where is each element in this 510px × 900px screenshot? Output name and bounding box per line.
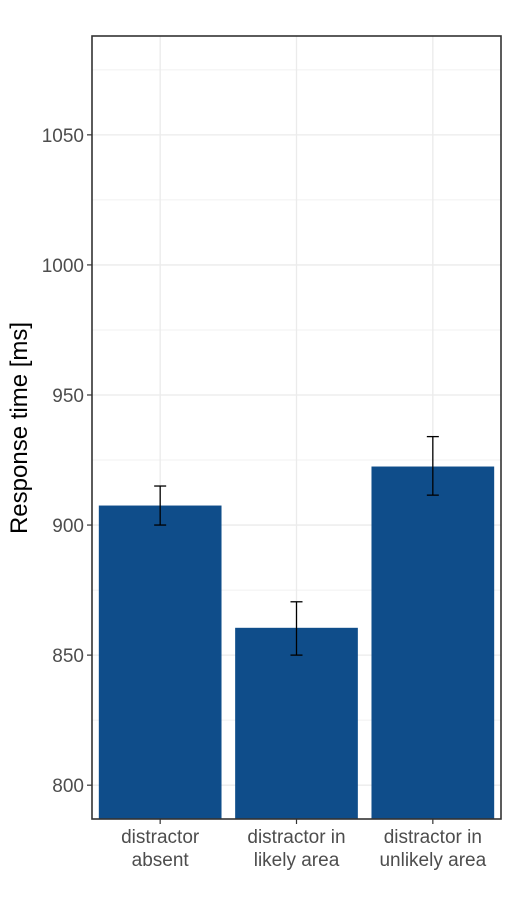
bars [98, 466, 495, 819]
x-tick-label: distractor in [384, 827, 482, 848]
y-tick-label: 900 [52, 516, 84, 537]
y-tick-label: 950 [52, 386, 84, 407]
x-tick-label: distractor in [247, 827, 345, 848]
y-tick-label: 1050 [42, 126, 84, 147]
bar [235, 627, 358, 819]
x-tick-label: absent [132, 850, 190, 871]
y-tick-label: 850 [52, 646, 84, 667]
x-tick-label: likely area [254, 850, 340, 871]
y-axis-title: Response time [ms] [6, 322, 33, 534]
y-axis: 800 850 900 950 1000 1050 [42, 126, 92, 797]
y-tick-label: 1000 [42, 256, 84, 277]
x-tick-label: distractor [121, 827, 200, 848]
bar [371, 466, 495, 819]
x-tick-label: unlikely area [379, 850, 486, 871]
bar [98, 505, 222, 819]
y-tick-label: 800 [52, 776, 84, 797]
error-bars [154, 435, 439, 656]
